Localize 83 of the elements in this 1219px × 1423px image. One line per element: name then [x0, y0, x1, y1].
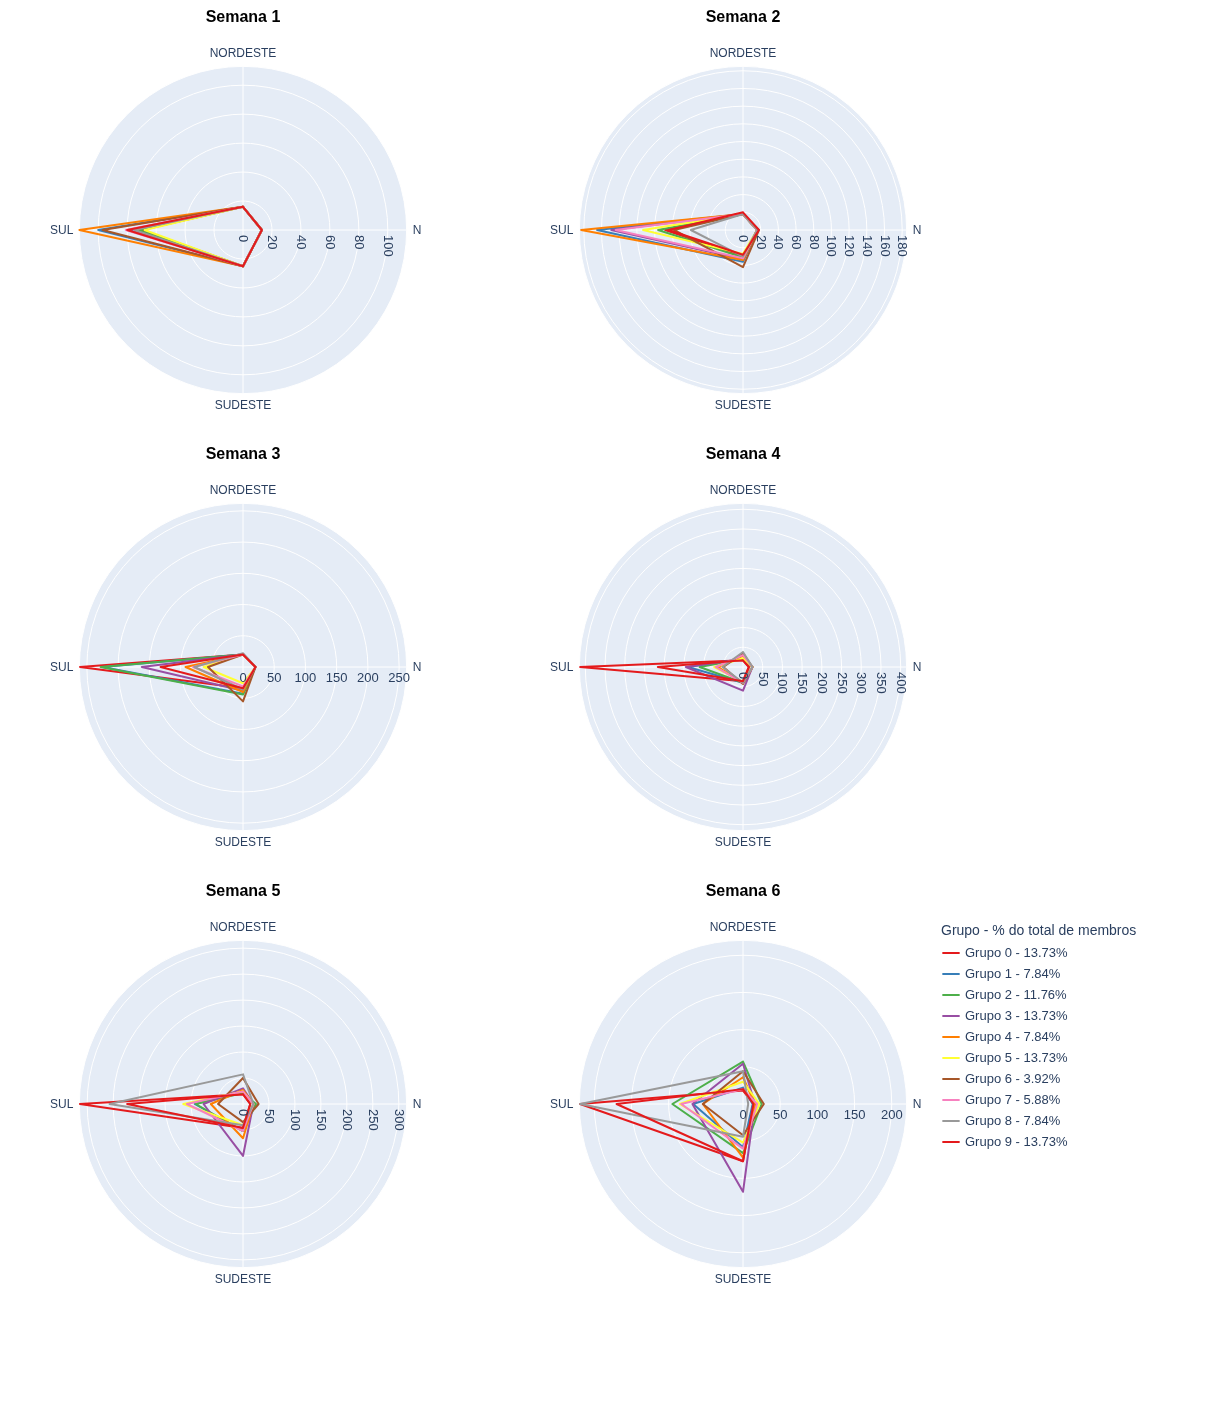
y-tick-label: 200	[880, 1107, 903, 1122]
y-tick-label: 300	[391, 1109, 407, 1131]
spoke-label: NORDESTE	[709, 920, 777, 935]
y-tick-label: 350	[874, 672, 890, 694]
y-tick-label: 160	[877, 235, 893, 257]
y-tick-label: 100	[775, 672, 791, 694]
spoke-label: NORDESTE	[709, 483, 777, 498]
spoke-label: NORDESTE	[209, 920, 277, 935]
spoke-label: SUL	[50, 223, 74, 237]
y-tick-label: 40	[293, 235, 309, 250]
y-tick-label: 100	[287, 1109, 303, 1131]
y-tick-label: 50	[261, 1109, 277, 1124]
y-tick-label: 150	[843, 1107, 866, 1122]
spoke-label: SUL	[550, 223, 574, 237]
spoke-label: N	[412, 223, 422, 237]
legend-label: Grupo 6 - 3.92%	[965, 1071, 1061, 1086]
chart-title: Semana 1	[205, 8, 281, 26]
y-tick-label: 80	[806, 235, 822, 250]
y-tick-label: 20	[753, 235, 769, 250]
y-tick-label: 300	[854, 672, 870, 694]
y-tick-label: 200	[357, 670, 379, 685]
spoke-label: SUDESTE	[214, 834, 272, 849]
y-tick-label: 180	[895, 235, 911, 257]
y-tick-label: 0	[236, 235, 251, 243]
y-tick-label: 60	[789, 235, 805, 250]
spoke-label: SUL	[50, 1097, 74, 1111]
spoke-label: SUDESTE	[714, 397, 772, 412]
spoke-label: SUDESTE	[714, 1271, 772, 1286]
spoke-label: SUDESTE	[714, 834, 772, 849]
y-tick-label: 20	[264, 235, 280, 250]
spoke-label: NORDESTE	[209, 483, 277, 498]
spoke-label: SUL	[50, 660, 74, 674]
y-tick-label: 200	[814, 672, 830, 694]
spoke-label: SUDESTE	[214, 1271, 272, 1286]
spoke-label: SUL	[550, 660, 574, 674]
y-tick-label: 0	[236, 1109, 251, 1117]
spoke-label: N	[412, 660, 422, 674]
y-tick-label: 120	[842, 235, 858, 257]
y-tick-label: 150	[795, 672, 811, 694]
legend-label: Grupo 9 - 13.73%	[965, 1134, 1069, 1149]
y-tick-label: 50	[772, 1107, 788, 1122]
spoke-label: N	[412, 1097, 422, 1111]
y-tick-label: 250	[834, 672, 850, 694]
legend-label: Grupo 0 - 13.73%	[965, 945, 1069, 960]
chart-title: Semana 2	[705, 8, 781, 26]
legend-label: Grupo 7 - 5.88%	[965, 1092, 1061, 1107]
spoke-label: N	[912, 660, 922, 674]
y-tick-label: 100	[824, 235, 840, 257]
legend-label: Grupo 1 - 7.84%	[965, 966, 1061, 981]
y-tick-label: 0	[736, 672, 751, 680]
chart-title: Semana 6	[705, 882, 781, 900]
y-tick-label: 50	[266, 670, 282, 685]
legend-label: Grupo 8 - 7.84%	[965, 1113, 1061, 1128]
spoke-label: NORDESTE	[709, 46, 777, 61]
y-tick-label: 250	[365, 1109, 381, 1131]
y-tick-label: 50	[755, 672, 771, 687]
y-tick-label: 150	[313, 1109, 329, 1131]
y-tick-label: 100	[806, 1107, 829, 1122]
y-tick-label: 100	[380, 235, 396, 257]
y-tick-label: 40	[771, 235, 787, 250]
y-tick-label: 150	[325, 670, 348, 685]
y-tick-label: 0	[736, 235, 751, 243]
y-tick-label: 250	[388, 670, 410, 685]
chart-title: Semana 5	[205, 882, 281, 900]
legend-label: Grupo 4 - 7.84%	[965, 1029, 1061, 1044]
legend-label: Grupo 2 - 11.76%	[965, 987, 1068, 1002]
chart-title: Semana 3	[205, 445, 281, 463]
y-tick-label: 80	[351, 235, 367, 250]
spoke-label: NORDESTE	[209, 46, 277, 61]
spoke-label: SUL	[550, 1097, 574, 1111]
legend-label: Grupo 5 - 13.73%	[965, 1050, 1069, 1065]
y-tick-label: 140	[859, 235, 875, 257]
y-tick-label: 400	[893, 672, 909, 694]
chart-title: Semana 4	[705, 445, 781, 463]
spoke-label: N	[912, 1097, 922, 1111]
legend-label: Grupo 3 - 13.73%	[965, 1008, 1069, 1023]
spoke-label: SUDESTE	[214, 397, 272, 412]
spoke-label: N	[912, 223, 922, 237]
y-tick-label: 60	[322, 235, 338, 250]
legend-title: Grupo - % do total de membros	[941, 922, 1137, 938]
y-tick-label: 0	[739, 1107, 747, 1122]
y-tick-label: 100	[294, 670, 317, 685]
y-tick-label: 200	[339, 1109, 355, 1131]
